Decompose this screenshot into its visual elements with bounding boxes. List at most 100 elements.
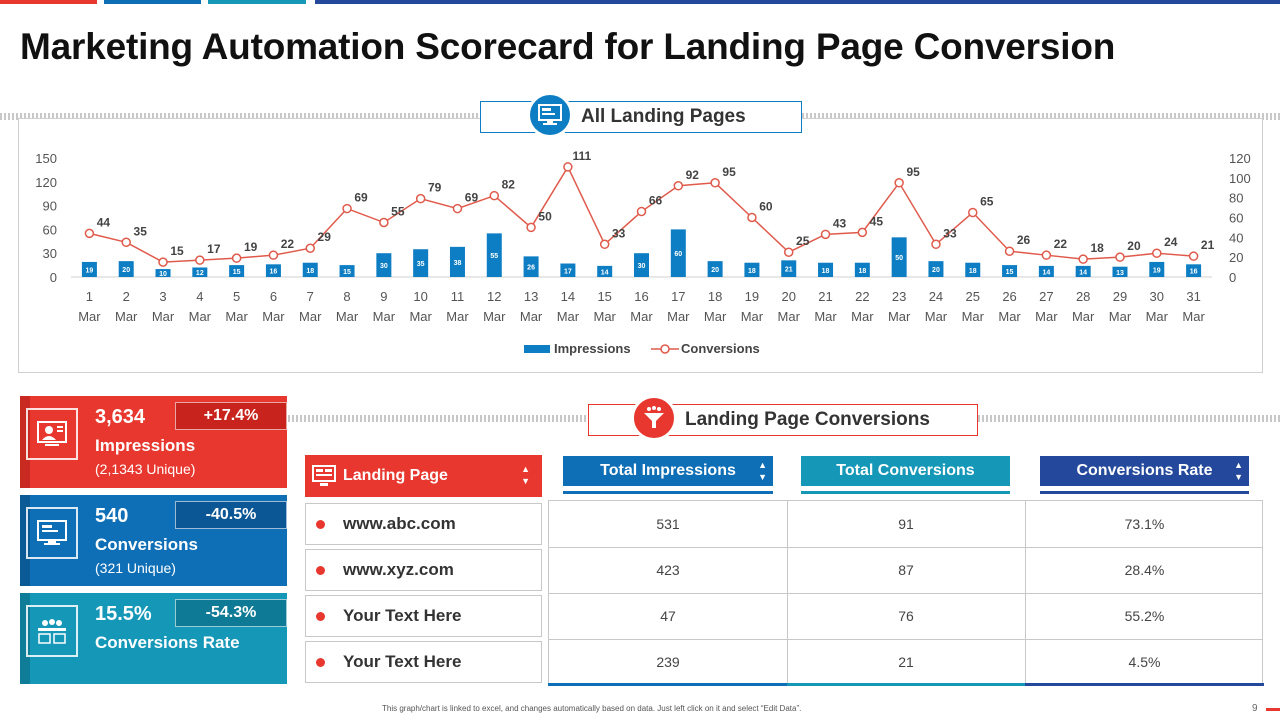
header-total-impressions[interactable]: Total Impressions ▲ ▼: [563, 456, 773, 494]
x-tick-label-day: 17: [671, 289, 685, 304]
landing-page-name: Your Text Here: [343, 652, 462, 671]
conversions-point: [195, 255, 205, 265]
bullet-icon: [316, 611, 325, 621]
x-tick-label-day: 26: [1002, 289, 1016, 304]
conversions-data-label: 66: [649, 194, 663, 208]
conversions-point: [121, 237, 131, 248]
sort-icon[interactable]: ▲ ▼: [758, 460, 767, 482]
impressions-bar: [670, 229, 686, 277]
kpi-conversions-rate: 15.5% -54.3% Conversions Rate: [20, 593, 287, 684]
x-tick-label-day: 31: [1186, 289, 1200, 304]
x-tick-label-month: Mar: [446, 309, 469, 324]
header-total-conversions[interactable]: Total Conversions: [801, 456, 1010, 494]
conversions-point: [563, 162, 573, 172]
cell-rate: 4.5%: [1128, 654, 1161, 670]
x-tick-label-day: 12: [487, 289, 501, 304]
cell-conversions: 76: [898, 608, 914, 624]
x-tick-label-month: Mar: [1182, 309, 1205, 324]
impressions-bar-label: 16: [1190, 269, 1198, 276]
impressions-bar-label: 13: [1116, 270, 1124, 277]
impressions-bar-label: 15: [1006, 269, 1014, 276]
conversions-point: [1115, 252, 1125, 262]
x-tick-label-day: 25: [966, 289, 980, 304]
grid-bottom-bar: [787, 683, 1025, 686]
conversions-point: [747, 212, 757, 223]
x-tick-label-day: 11: [451, 289, 465, 304]
x-tick-label-month: Mar: [593, 309, 616, 324]
header-label: Conversions Rate: [1076, 462, 1213, 479]
sort-icon[interactable]: ▲ ▼: [521, 464, 530, 486]
x-tick-label-day: 20: [781, 289, 795, 304]
impressions-bar: [1186, 264, 1202, 277]
conversions-data-label: 26: [1017, 233, 1031, 247]
x-tick-label-month: Mar: [667, 309, 690, 324]
chart-banner: All Landing Pages: [480, 92, 802, 138]
x-tick-label-month: Mar: [1035, 309, 1058, 324]
conversions-point: [526, 222, 536, 233]
x-tick-label-day: 23: [892, 289, 906, 304]
sort-icon[interactable]: ▲ ▼: [1234, 460, 1243, 482]
impressions-bar-label: 26: [527, 265, 535, 272]
conversions-point: [1078, 254, 1088, 264]
conversions-point: [636, 206, 647, 217]
conversions-point: [84, 228, 95, 239]
x-tick-label-month: Mar: [1146, 309, 1169, 324]
chart-panel: 0 30 60 90 120 150 0 20 40 60 80 100 120 1 Mar 2 Mar 3 Mar…: [18, 118, 1263, 373]
conversions-data-label: 43: [833, 216, 847, 230]
page-number: 9: [1252, 703, 1258, 714]
user-presentation-icon: [26, 408, 78, 460]
kpi-value: 3,634: [95, 406, 146, 428]
monitor-icon: [26, 507, 78, 559]
y-left-tick-label: 90: [43, 199, 57, 214]
conversions-point: [673, 181, 684, 191]
impressions-bar-label: 14: [601, 269, 609, 276]
header-conversions-rate[interactable]: Conversions Rate ▲ ▼: [1040, 456, 1249, 494]
cell-impressions: 47: [660, 608, 676, 624]
grid-row-divider: [549, 547, 1262, 548]
conversions-data-label: 33: [612, 226, 626, 240]
impressions-bar: [707, 261, 723, 277]
landing-page-row[interactable]: www.abc.com: [305, 503, 542, 545]
x-tick-label-month: Mar: [78, 309, 101, 324]
x-tick-label-month: Mar: [814, 309, 837, 324]
conversions-data-label: 60: [759, 200, 773, 214]
conversions-data-label: 24: [1164, 235, 1178, 249]
header-landing-page[interactable]: Landing Page ▲ ▼: [305, 455, 542, 497]
impressions-bar: [265, 264, 281, 277]
x-tick-label-day: 2: [123, 289, 130, 304]
x-tick-label-month: Mar: [741, 309, 764, 324]
conversions-point: [379, 217, 389, 228]
impressions-bar-label: 20: [122, 267, 130, 274]
conversions-banner-label: Landing Page Conversions: [685, 409, 930, 430]
header-underline: [563, 491, 773, 494]
conversions-point: [1152, 248, 1162, 258]
legend-conversions-marker: [660, 344, 670, 354]
conversions-data-label: 111: [573, 149, 592, 163]
header-label: Landing Page: [343, 467, 448, 484]
top-accent-navy: [315, 0, 1280, 4]
x-tick-label-day: 4: [196, 289, 203, 304]
y-right-tick-label: 20: [1229, 250, 1243, 265]
conversions-data-label: 45: [870, 214, 884, 228]
conversions-point: [1004, 246, 1015, 256]
landing-page-row[interactable]: Your Text Here: [305, 641, 542, 683]
hatch-divider-mid-left: [288, 415, 588, 422]
landing-page-row[interactable]: www.xyz.com: [305, 549, 542, 591]
grid-col-divider: [787, 501, 788, 683]
impressions-bar: [486, 233, 502, 277]
x-tick-label-month: Mar: [409, 309, 432, 324]
bullet-icon: [316, 519, 325, 529]
header-underline: [801, 491, 1010, 494]
landing-page-row[interactable]: Your Text Here: [305, 595, 542, 637]
impressions-bar-label: 10: [159, 271, 167, 278]
impressions-bar-label: 50: [895, 255, 903, 262]
x-tick-label-day: 22: [855, 289, 869, 304]
conversions-point: [783, 247, 794, 257]
group-icon: [26, 605, 78, 657]
impressions-bar-label: 18: [858, 268, 866, 275]
x-tick-label-month: Mar: [299, 309, 322, 324]
impressions-bar-label: 18: [822, 268, 830, 275]
conversions-point: [1041, 250, 1052, 260]
y-left-tick-label: 30: [43, 246, 57, 261]
combo-chart: 0 30 60 90 120 150 0 20 40 60 80 100 120 1 Mar 2 Mar 3 Mar…: [35, 149, 1250, 356]
